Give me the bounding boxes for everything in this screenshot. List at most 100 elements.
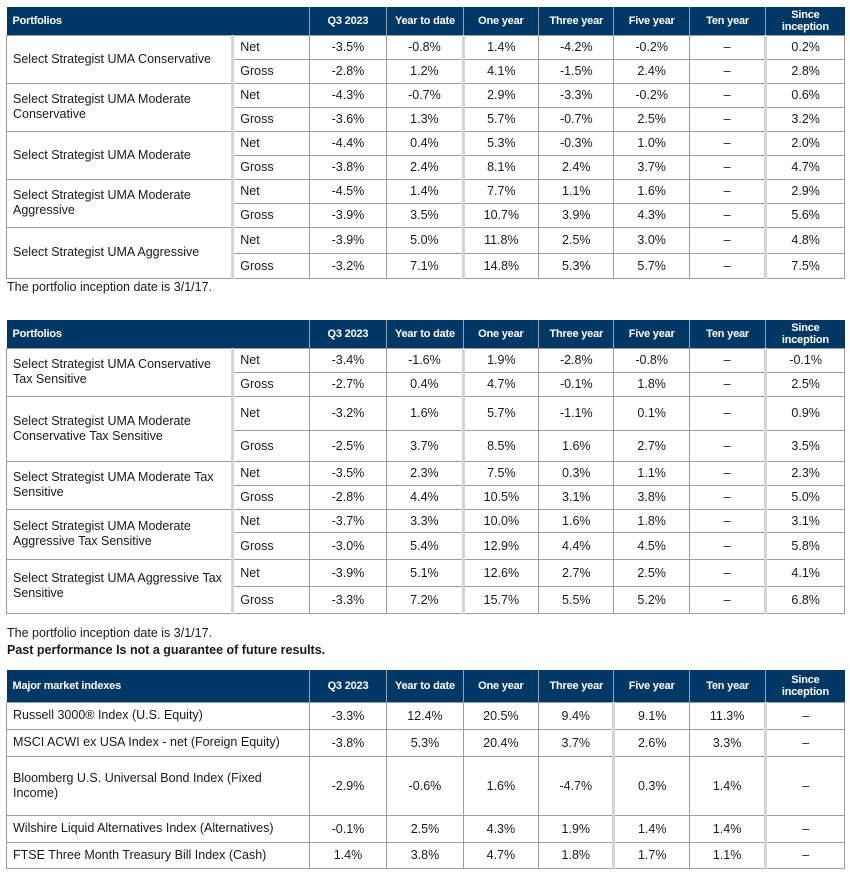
value-cell: 2.5% xyxy=(386,814,464,843)
value-cell: 15.7% xyxy=(461,585,540,614)
value-cell: 5.3% xyxy=(461,130,540,156)
market-indexes-table: Major market indexes Q3 2023 Year to date O… xyxy=(6,670,845,869)
return-type: Gross xyxy=(231,585,310,614)
value-cell: 2.4% xyxy=(386,154,464,180)
value-cell: -2.8% xyxy=(308,58,388,84)
value-cell: -2.8% xyxy=(538,347,615,373)
table-row: Gross -3.2% 7.1% 14.8% 5.3% 5.7% –7.5% xyxy=(7,252,845,279)
portfolio-name: Select Strategist UMA Aggressive xyxy=(5,226,234,279)
column-header: One year xyxy=(462,7,539,35)
value-cell: 2.0% xyxy=(764,130,845,156)
value-cell: 3.5% xyxy=(386,202,464,228)
table-row: Select Strategist UMA Conservative Net -3.… xyxy=(5,34,845,84)
inception-note-2: The portfolio inception date is 3/1/17. xyxy=(7,626,212,640)
column-header: Ten year xyxy=(688,320,766,348)
value-cell: 2.9% xyxy=(461,82,540,108)
value-cell: 5.7% xyxy=(613,252,690,279)
value-cell: – xyxy=(688,130,767,156)
value-cell: – xyxy=(688,106,767,132)
value-cell: -0.1% xyxy=(764,347,845,373)
return-type: Net xyxy=(231,460,310,486)
value-cell: -3.3% xyxy=(538,82,615,108)
value-cell: – xyxy=(688,178,767,204)
value-cell: 0.4% xyxy=(386,130,464,156)
index-name: FTSE Three Month Treasury Bill Index (Ca… xyxy=(6,841,310,869)
column-header: Year to date xyxy=(386,670,464,702)
value-cell: 10.5% xyxy=(461,484,540,510)
value-cell: -3.2% xyxy=(308,252,388,279)
column-header: Since inception xyxy=(765,670,845,702)
table-row: Select Strategist UMA Moderate Net -4.4% 0.… xyxy=(5,130,845,180)
value-cell: 2.3% xyxy=(386,460,464,486)
value-cell: -2.9% xyxy=(308,755,388,816)
past-performance-disclaimer: Past performance Is not a guarantee of f… xyxy=(7,643,326,657)
value-cell: 1.6% xyxy=(538,508,615,533)
return-type: Gross xyxy=(231,371,310,397)
table-row: MSCI ACWI ex USA Index - net (Foreign Eq… xyxy=(6,728,845,757)
value-cell: 0.3% xyxy=(612,755,690,816)
value-cell: 1.4% xyxy=(386,178,464,204)
value-cell: 2.6% xyxy=(612,728,690,757)
value-cell: -1.5% xyxy=(538,58,615,84)
value-cell: – xyxy=(688,252,767,279)
value-cell: 2.5% xyxy=(613,106,690,132)
index-name: Bloomberg U.S. Universal Bond Index (Fix… xyxy=(6,755,310,816)
value-cell: 1.6% xyxy=(462,755,540,816)
portfolio-name: Select Strategist UMA Moderate Conservat… xyxy=(5,82,234,132)
value-cell: -4.7% xyxy=(538,755,615,816)
return-type: Net xyxy=(231,347,310,373)
table-row: Select Strategist UMA Moderate Conservat… xyxy=(5,82,845,132)
value-cell: 11.8% xyxy=(461,226,540,254)
value-cell: 1.1% xyxy=(688,841,767,869)
value-cell: -0.6% xyxy=(386,755,464,816)
return-type: Net xyxy=(231,34,310,60)
value-cell: 1.1% xyxy=(538,178,615,204)
value-cell: 7.5% xyxy=(764,252,845,279)
value-cell: 6.8% xyxy=(764,585,845,614)
table-row: Gross -3.0% 5.4% 12.9% 4.4% 4.5% –5.8% xyxy=(7,531,845,560)
value-cell: 1.4% xyxy=(688,814,767,843)
portfolio-name: Select Strategist UMA Moderate Aggressiv… xyxy=(5,508,234,560)
value-cell: -3.9% xyxy=(308,558,388,587)
value-cell: 4.7% xyxy=(764,154,845,180)
table-row: Gross -3.3% 7.2% 15.7% 5.5% 5.2% –6.8% xyxy=(7,585,845,614)
table-row: Gross -2.8% 4.4% 10.5% 3.1% 3.8% –5.0% xyxy=(7,484,845,510)
value-cell: – xyxy=(764,814,845,843)
return-type: Net xyxy=(231,226,310,254)
column-header-name: Portfolios xyxy=(6,7,310,35)
value-cell: 1.4% xyxy=(461,34,540,60)
value-cell: -2.7% xyxy=(308,371,388,397)
value-cell: 4.4% xyxy=(386,484,464,510)
value-cell: 5.0% xyxy=(386,226,464,254)
column-header: Five year xyxy=(613,320,690,348)
value-cell: 12.6% xyxy=(461,558,540,587)
portfolio-name: Select Strategist UMA Moderate Conservat… xyxy=(5,395,234,462)
value-cell: -0.3% xyxy=(538,130,615,156)
return-type: Net xyxy=(231,130,310,156)
column-header: One year xyxy=(462,320,539,348)
value-cell: 12.4% xyxy=(386,701,464,730)
value-cell: 5.7% xyxy=(461,106,540,132)
value-cell: -3.5% xyxy=(308,34,388,60)
value-cell: 11.3% xyxy=(688,701,767,730)
value-cell: 7.5% xyxy=(461,460,540,486)
value-cell: 2.7% xyxy=(538,558,615,587)
table-row: Select Strategist UMA Aggressive Net -3.9%… xyxy=(5,226,845,279)
value-cell: 3.1% xyxy=(538,484,615,510)
index-name: Russell 3000® Index (U.S. Equity) xyxy=(6,701,310,730)
portfolios-table: Portfolios Q3 2023 Year to date One year Thr… xyxy=(5,7,845,279)
value-cell: 1.6% xyxy=(386,395,464,431)
return-type: Gross xyxy=(231,202,310,228)
value-cell: -0.2% xyxy=(613,82,690,108)
value-cell: 4.1% xyxy=(461,58,540,84)
header-row: Major market indexes Q3 2023 Year to date O… xyxy=(6,670,845,702)
value-cell: 5.5% xyxy=(538,585,615,614)
value-cell: 1.2% xyxy=(386,58,464,84)
value-cell: 3.8% xyxy=(386,841,464,869)
value-cell: – xyxy=(688,82,767,108)
value-cell: 14.8% xyxy=(461,252,540,279)
value-cell: – xyxy=(764,728,845,757)
column-header: Three year xyxy=(538,7,614,35)
value-cell: 5.3% xyxy=(538,252,615,279)
header-row: Portfolios Q3 2023 Year to date One year Thr… xyxy=(6,7,845,35)
